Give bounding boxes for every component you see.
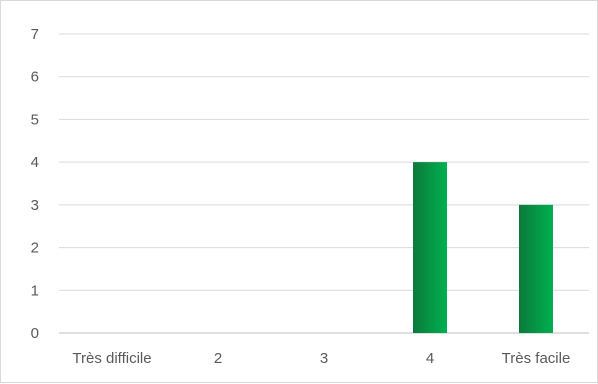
- x-tick-label: Très facile: [502, 350, 571, 367]
- bar-4: [413, 162, 447, 333]
- y-tick-label: 1: [31, 282, 39, 299]
- y-tick-label: 3: [31, 197, 39, 214]
- bars: [413, 162, 553, 333]
- y-tick-label: 2: [31, 240, 39, 257]
- gridlines: [59, 33, 589, 334]
- y-tick-label: 4: [31, 154, 39, 171]
- x-tick-label: 4: [426, 350, 434, 367]
- x-tick-label: 3: [320, 350, 328, 367]
- x-tick-label: 2: [214, 350, 222, 367]
- x-tick-label: Très difficile: [72, 350, 151, 367]
- y-tick-label: 6: [31, 69, 39, 86]
- y-tick-label: 0: [31, 325, 39, 342]
- x-axis-ticks: Très difficile 2 3 4 Très facile: [72, 350, 570, 367]
- bar-5: [519, 204, 553, 333]
- y-axis-ticks: 0 1 2 3 4 5 6 7: [31, 26, 39, 342]
- y-tick-label: 7: [31, 26, 39, 43]
- y-tick-label: 5: [31, 111, 39, 128]
